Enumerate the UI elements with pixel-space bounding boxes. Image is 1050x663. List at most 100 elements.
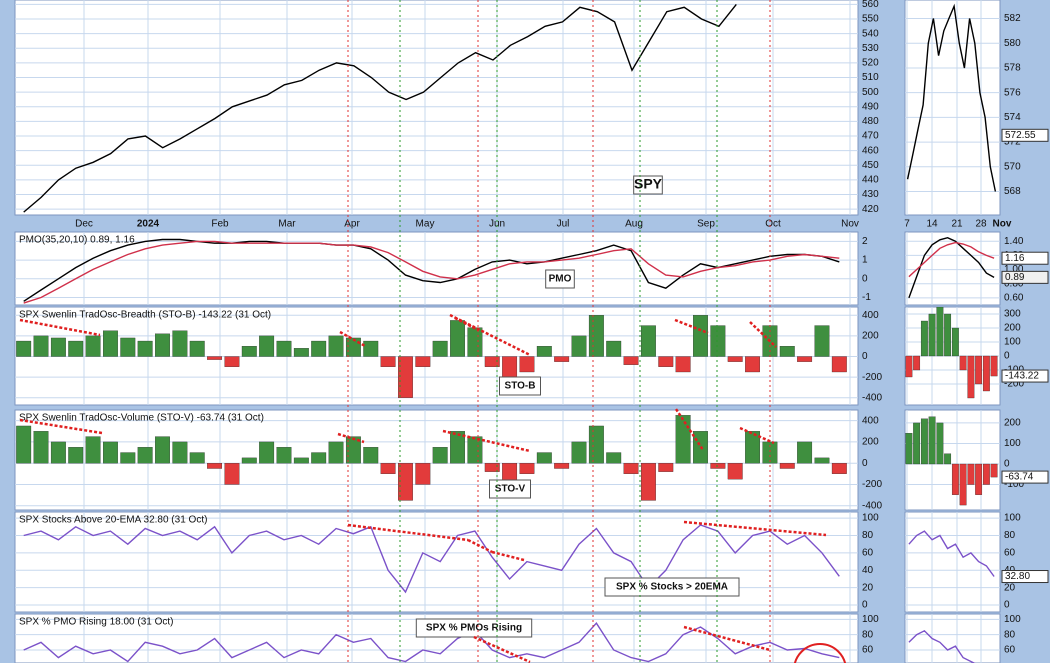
bar bbox=[172, 330, 188, 357]
x-tick-label: May bbox=[416, 219, 435, 230]
bar bbox=[85, 436, 101, 464]
bar bbox=[241, 346, 257, 357]
panel-label: SPX % PMOs Rising bbox=[426, 623, 522, 634]
x-tick-label: Oct bbox=[765, 219, 781, 230]
bar bbox=[50, 337, 66, 357]
bar bbox=[982, 355, 990, 392]
bar bbox=[975, 463, 983, 495]
bar bbox=[345, 436, 361, 464]
bar bbox=[571, 441, 587, 464]
y-tick-label: 480 bbox=[862, 116, 879, 127]
trend-line bbox=[683, 520, 827, 537]
y-tick-label: 80 bbox=[862, 629, 874, 640]
bar bbox=[103, 441, 118, 464]
series-line bbox=[23, 3, 737, 213]
label-box bbox=[633, 175, 663, 195]
y-tick-label: 470 bbox=[862, 131, 879, 142]
y-tick-label: 582 bbox=[1004, 13, 1021, 24]
bar bbox=[311, 340, 327, 357]
y-tick-label: 0 bbox=[862, 600, 868, 611]
y-tick-label: 100 bbox=[1004, 614, 1021, 625]
series-line bbox=[908, 530, 995, 577]
bar bbox=[814, 457, 830, 464]
bar bbox=[536, 452, 552, 464]
bar bbox=[951, 463, 959, 495]
bar bbox=[224, 356, 240, 367]
bar bbox=[467, 327, 483, 357]
y-tick-label: 100 bbox=[1004, 337, 1021, 348]
trend-line bbox=[347, 523, 469, 542]
trend-line bbox=[454, 316, 479, 332]
plot-layer bbox=[905, 410, 1000, 510]
label-box bbox=[604, 577, 740, 597]
bar bbox=[224, 463, 240, 485]
bar bbox=[990, 355, 998, 377]
y-tick-label: 1.40 bbox=[1004, 236, 1024, 247]
bar bbox=[467, 436, 483, 464]
panel-title: SPX Swenlin TradOsc-Volume (STO-V) -63.7… bbox=[19, 413, 264, 424]
bar bbox=[640, 325, 656, 357]
plot-layer bbox=[15, 232, 858, 305]
trend-line bbox=[473, 635, 531, 663]
bar bbox=[450, 431, 465, 464]
bar bbox=[982, 463, 990, 485]
bar bbox=[967, 463, 975, 485]
highlight-circle bbox=[793, 643, 847, 663]
y-tick-label: -200 bbox=[1004, 379, 1024, 390]
bar bbox=[259, 335, 275, 357]
y-tick-label: 420 bbox=[862, 204, 879, 215]
series-line bbox=[23, 238, 840, 302]
bar bbox=[623, 463, 639, 474]
bar bbox=[363, 447, 379, 464]
y-tick-label: 400 bbox=[862, 415, 879, 426]
x-tick-label: Dec bbox=[75, 219, 93, 230]
y-tick-label: 60 bbox=[1004, 548, 1016, 559]
trend-line bbox=[749, 321, 777, 348]
plot-area bbox=[904, 511, 1001, 613]
x-tick-label: Jul bbox=[557, 219, 570, 230]
y-tick-label: 570 bbox=[1004, 161, 1021, 172]
bar bbox=[920, 320, 928, 357]
panel-title: SPX Swenlin TradOsc-Breadth (STO-B) -143… bbox=[19, 310, 271, 321]
plot-area bbox=[904, 231, 1001, 306]
series-line bbox=[23, 622, 840, 663]
bar bbox=[85, 335, 101, 357]
y-tick-label: 400 bbox=[862, 310, 879, 321]
y-tick-label: 20 bbox=[862, 582, 874, 593]
bar bbox=[606, 340, 622, 357]
trend-line bbox=[19, 318, 101, 337]
bar bbox=[328, 335, 344, 357]
y-tick-label: 200 bbox=[862, 331, 879, 342]
bar bbox=[571, 335, 587, 357]
panel-label: STO-B bbox=[505, 381, 536, 392]
y-tick-label: 0 bbox=[1004, 459, 1010, 470]
y-tick-label: 430 bbox=[862, 189, 879, 200]
plot-layer bbox=[905, 0, 1000, 215]
y-tick-label: -100 bbox=[1004, 479, 1024, 490]
plot-layer bbox=[15, 307, 858, 405]
y-tick-label: 40 bbox=[862, 565, 874, 576]
bar bbox=[710, 325, 726, 357]
panel-label: PMO bbox=[549, 274, 572, 285]
bar bbox=[928, 416, 936, 465]
y-tick-label: -400 bbox=[862, 392, 882, 403]
x-tick-label: 7 bbox=[904, 219, 910, 230]
y-tick-label: 100 bbox=[1004, 513, 1021, 524]
bar bbox=[259, 441, 275, 464]
bar bbox=[831, 463, 847, 474]
bar bbox=[913, 422, 921, 465]
bar bbox=[588, 315, 604, 357]
value-tag-box bbox=[1001, 570, 1049, 584]
trend-line bbox=[467, 538, 493, 554]
y-tick-label: 574 bbox=[1004, 112, 1021, 123]
series-line bbox=[908, 241, 995, 278]
bar bbox=[905, 433, 913, 465]
bar bbox=[519, 356, 535, 373]
panel-label: SPX % Stocks > 20EMA bbox=[616, 582, 728, 593]
x-tick-label: Sep bbox=[697, 219, 715, 230]
bar bbox=[658, 356, 674, 367]
bar bbox=[189, 340, 205, 357]
trend-line bbox=[739, 426, 775, 445]
series-line bbox=[23, 524, 840, 594]
panel-label: SPY bbox=[634, 176, 663, 192]
